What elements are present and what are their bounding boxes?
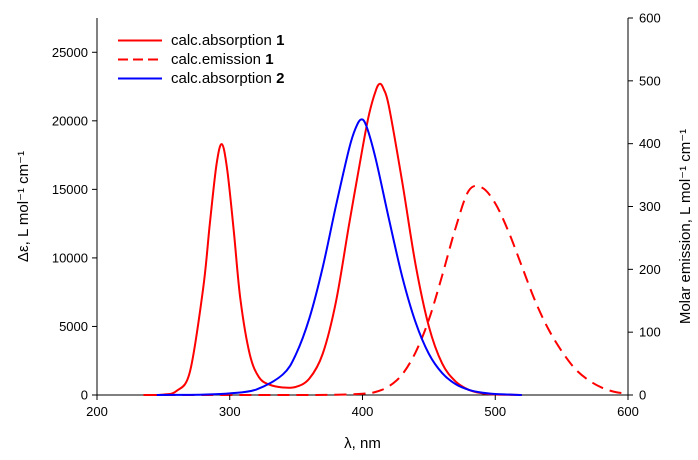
y-right-axis-label: Molar emission, L mol⁻¹ cm⁻¹ — [677, 129, 694, 324]
y-left-tick-label: 25000 — [52, 45, 88, 60]
x-tick-label: 500 — [484, 404, 506, 419]
legend-series-number: 2 — [276, 70, 284, 87]
y-right-tick-label: 100 — [639, 325, 661, 340]
series-line-1 — [143, 82, 522, 397]
legend-label-3: calc.absorption 2 — [171, 70, 284, 87]
legend-label-2: calc.emission 1 — [171, 51, 274, 68]
y-right-tick-label: 300 — [639, 199, 661, 214]
x-tick-label: 600 — [617, 404, 639, 419]
series-layer — [143, 82, 629, 397]
legend-series-number: 1 — [276, 32, 284, 49]
ticks-layer: 200 300 400 500 6000500010000150002000025000… — [52, 11, 661, 420]
legend-series-name: calc.emission — [171, 51, 265, 68]
y-left-tick-label: 20000 — [52, 113, 88, 128]
y-left-tick-label: 0 — [81, 388, 88, 403]
x-tick-label: 300 — [219, 404, 241, 419]
y-left-axis-label: Δε, L mol⁻¹ cm⁻¹ — [15, 151, 32, 262]
x-tick-label: 400 — [352, 404, 374, 419]
y-left-tick-label: 15000 — [52, 182, 88, 197]
legend-series-number: 1 — [265, 51, 273, 68]
x-axis-label: λ, nm — [344, 435, 381, 452]
y-right-tick-label: 200 — [639, 262, 661, 277]
y-right-tick-label: 400 — [639, 136, 661, 151]
series-line-3 — [156, 118, 522, 396]
legend-label-1: calc.absorption 1 — [171, 32, 284, 49]
y-right-tick-label: 600 — [639, 11, 661, 26]
legend-series-name: calc.absorption — [171, 70, 276, 87]
x-tick-label: 200 — [86, 404, 108, 419]
y-left-tick-label: 5000 — [59, 319, 88, 334]
y-left-tick-label: 10000 — [52, 250, 88, 265]
series-line-2 — [163, 184, 629, 397]
y-right-tick-label: 0 — [639, 388, 646, 403]
legend-series-name: calc.absorption — [171, 32, 276, 49]
y-right-tick-label: 500 — [639, 73, 661, 88]
